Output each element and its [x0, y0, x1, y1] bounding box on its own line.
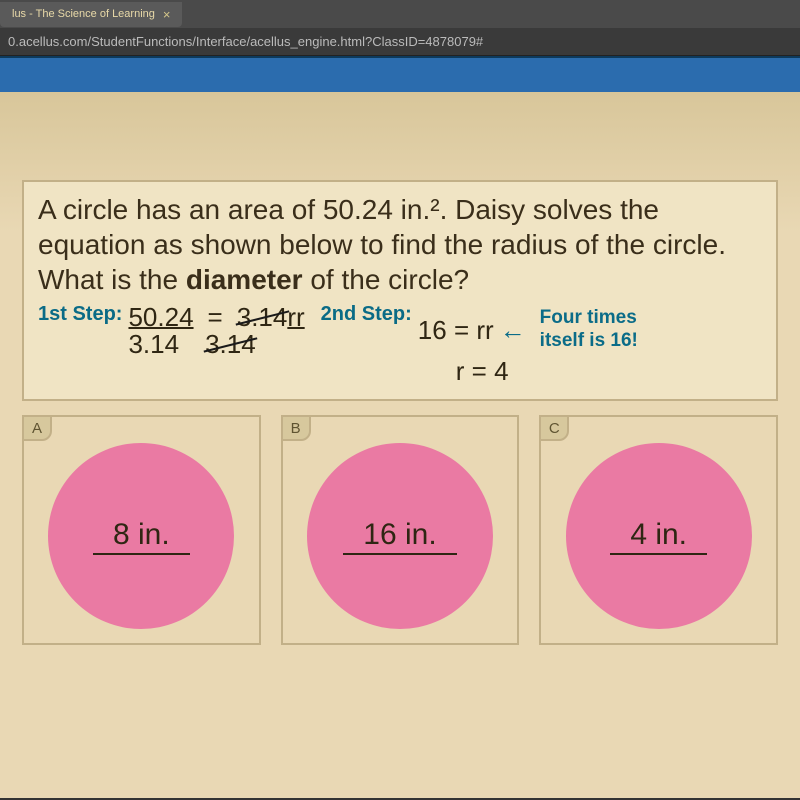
- answer-tag-b: B: [281, 415, 311, 441]
- question-text: A circle has an area of 50.24 in.². Dais…: [38, 192, 762, 297]
- step-2-body: 16 = rr ← Four times itself is 16! r = 4: [418, 303, 646, 385]
- url-bar[interactable]: 0.acellus.com/StudentFunctions/Interface…: [0, 28, 800, 56]
- step-1-label: 1st Step:: [38, 303, 122, 326]
- step-2-label: 2nd Step:: [321, 303, 412, 326]
- hint-line-1: Four times: [540, 307, 638, 330]
- strike-coefficient: 3.14: [237, 303, 288, 332]
- browser-window: lus - The Science of Learning × 0.acellu…: [0, 0, 800, 800]
- question-bold: diameter: [186, 264, 303, 295]
- answer-a-label: 8 in.: [93, 518, 190, 555]
- tab-strip: lus - The Science of Learning ×: [0, 0, 800, 28]
- circle-icon: 16 in.: [307, 443, 493, 629]
- steps-row: 1st Step: 50.24 = 3.14rr 3.14 3: [38, 303, 762, 385]
- step-1-denom-left: 3.14: [128, 330, 179, 359]
- circle-icon: 8 in.: [48, 443, 234, 629]
- content-area: A circle has an area of 50.24 in.². Dais…: [0, 92, 800, 798]
- step-1: 1st Step: 50.24 = 3.14rr 3.14 3: [38, 303, 305, 358]
- answer-choice-b[interactable]: B 16 in.: [281, 415, 520, 645]
- step-2-top: 16 = rr: [418, 316, 494, 345]
- answer-c-label: 4 in.: [610, 518, 707, 555]
- close-icon[interactable]: ×: [163, 8, 171, 21]
- circle-icon: 4 in.: [566, 443, 752, 629]
- step-1-numerator-right: 3.14rr: [237, 303, 305, 332]
- app-toolbar: [0, 56, 800, 92]
- browser-tab[interactable]: lus - The Science of Learning ×: [0, 2, 182, 27]
- answers-row: A 8 in. B 16 in. C 4 in.: [22, 415, 778, 645]
- arrow-left-icon: ←: [500, 316, 526, 345]
- step-1-var: rr: [287, 302, 304, 332]
- hint-line-2: itself is 16!: [540, 330, 638, 353]
- step-1-equals: =: [208, 303, 223, 332]
- step-1-body: 50.24 = 3.14rr 3.14 3.14: [128, 303, 304, 358]
- strike-denom: 3.14: [205, 330, 256, 359]
- hint-bubble: Four times itself is 16!: [532, 303, 646, 357]
- step-2: 2nd Step: 16 = rr ← Four times itself is…: [321, 303, 646, 385]
- step-1-numerator-left: 50.24: [128, 303, 193, 332]
- answer-tag-c: C: [539, 415, 569, 441]
- step-2-bottom: r = 4: [456, 357, 509, 386]
- answer-b-label: 16 in.: [343, 518, 456, 555]
- answer-choice-a[interactable]: A 8 in.: [22, 415, 261, 645]
- answer-choice-c[interactable]: C 4 in.: [539, 415, 778, 645]
- tab-title: lus - The Science of Learning: [12, 8, 155, 20]
- step-1-denom-right: 3.14: [205, 330, 256, 359]
- answer-tag-a: A: [22, 415, 52, 441]
- question-end: of the circle?: [303, 264, 470, 295]
- question-box: A circle has an area of 50.24 in.². Dais…: [22, 180, 778, 401]
